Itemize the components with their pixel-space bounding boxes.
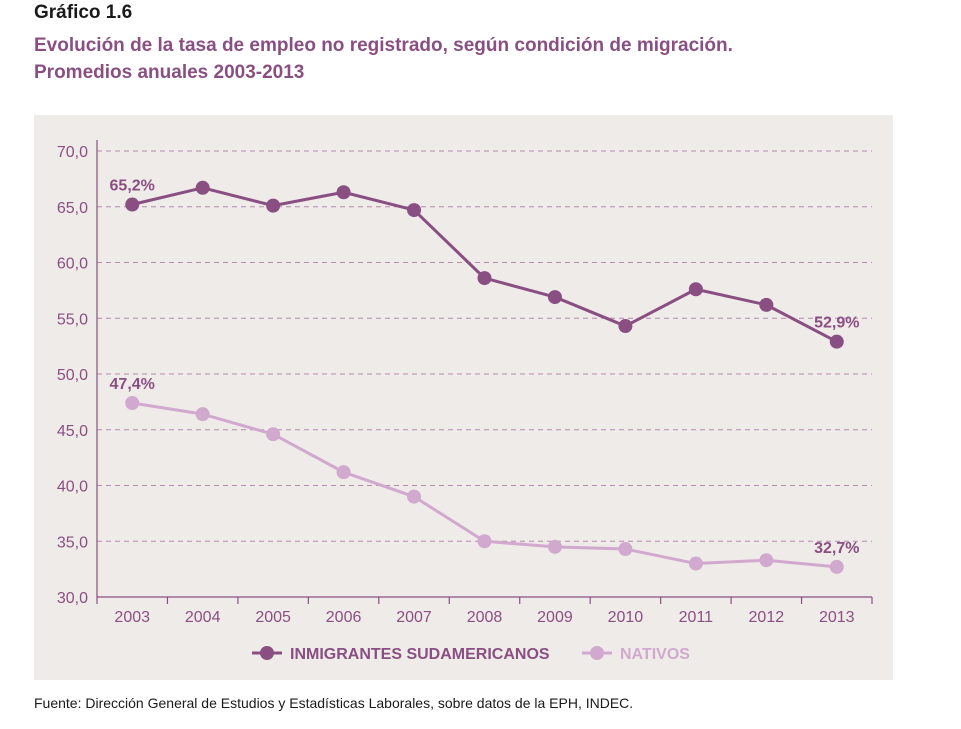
x-tick-label: 2010: [608, 609, 644, 626]
y-tick-label: 50,0: [57, 367, 88, 384]
x-tick-label: 2012: [749, 609, 785, 626]
data-point: [336, 465, 351, 480]
x-tick-label: 2011: [679, 609, 714, 626]
data-point: [477, 534, 492, 549]
y-tick-label: 70,0: [57, 144, 88, 161]
data-point: [688, 556, 703, 571]
data-point: [829, 559, 844, 574]
x-tick-label: 2007: [396, 609, 432, 626]
data-point: [829, 334, 844, 349]
chart-title-line-2: Promedios anuales 2003-2013: [34, 62, 305, 83]
chart-panel: [34, 115, 893, 680]
axes: [96, 140, 873, 604]
legend-label: INMIGRANTES SUDAMERICANOS: [290, 646, 550, 663]
data-point: [618, 319, 633, 334]
data-point: [547, 290, 562, 305]
chart-title: Evolución de la tasa de empleo no regist…: [34, 32, 733, 86]
legend: INMIGRANTES SUDAMERICANOS NATIVOS: [252, 646, 690, 663]
gridlines: [97, 150, 872, 542]
data-point: [407, 203, 422, 218]
data-point: [266, 198, 281, 213]
data-point: [759, 297, 774, 312]
figure-label: Gráfico 1.6: [34, 2, 133, 23]
data-point: [195, 180, 210, 195]
x-tick-label: 2009: [537, 609, 573, 626]
x-tick-label: 2004: [185, 609, 221, 626]
data-point: [125, 395, 140, 410]
data-point: [195, 407, 210, 422]
series-lines: [131, 186, 838, 569]
data-point: [266, 427, 281, 442]
source-note: Fuente: Dirección General de Estudios y …: [34, 695, 634, 711]
x-tick-labels: 2003 2004 2005 2006 2007 2008 2009 2010 2011 2012…: [114, 609, 854, 626]
data-point: [688, 282, 703, 297]
data-point: [759, 553, 774, 568]
data-label: 65,2%: [110, 178, 155, 195]
x-tick-label: 2003: [114, 609, 150, 626]
data-labels: 65,2% 52,9% 47,4% 32,7%: [110, 178, 860, 557]
x-tick-label: 2013: [819, 609, 855, 626]
data-point: [125, 197, 140, 212]
data-point: [407, 489, 422, 504]
series-points: [125, 180, 844, 574]
data-point: [618, 542, 633, 557]
x-tick-label: 2008: [467, 609, 503, 626]
data-label: 47,4%: [110, 376, 155, 393]
data-point: [336, 185, 351, 200]
y-tick-labels: 30,0 35,0 40,0 45,0 50,0 55,0 60,0 65,0 70,0: [57, 144, 88, 607]
y-tick-label: 45,0: [57, 423, 88, 440]
legend-swatch-marker: [590, 646, 604, 660]
x-tick-label: 2005: [255, 609, 291, 626]
y-tick-label: 30,0: [57, 590, 88, 607]
x-tick-label: 2006: [326, 609, 362, 626]
legend-swatch-marker: [260, 646, 274, 660]
y-tick-label: 35,0: [57, 534, 88, 551]
y-tick-label: 65,0: [57, 200, 88, 217]
y-tick-label: 60,0: [57, 256, 88, 273]
legend-label: NATIVOS: [620, 646, 690, 663]
y-tick-label: 40,0: [57, 479, 88, 496]
data-label: 32,7%: [814, 540, 859, 557]
y-tick-label: 55,0: [57, 311, 88, 328]
data-point: [477, 271, 492, 286]
data-label: 52,9%: [814, 315, 859, 332]
data-point: [547, 539, 562, 554]
chart-title-line-1: Evolución de la tasa de empleo no regist…: [34, 35, 733, 56]
